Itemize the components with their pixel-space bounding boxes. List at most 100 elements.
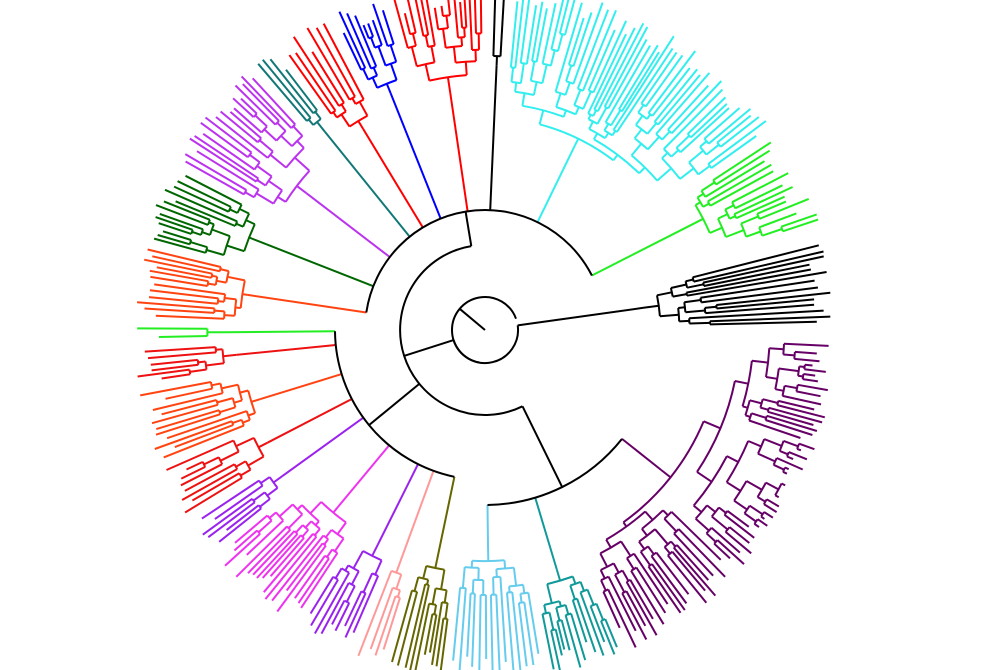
clade-olive-297 <box>439 618 449 670</box>
clade-cyan-786 <box>604 105 609 110</box>
clade-cyan-852 <box>707 163 713 169</box>
clade-teal-small-630 <box>312 109 318 115</box>
clade-red-top-643 <box>340 113 351 128</box>
clade-orchid-609 <box>242 83 280 122</box>
clade-magenta-399 <box>256 529 261 535</box>
clade-orchid-623 <box>296 185 308 194</box>
clade-orchid-572 <box>185 160 245 196</box>
clade-red-left-496 <box>222 353 237 358</box>
clade-orchid-603 <box>240 97 258 115</box>
clade-violet-425 <box>260 476 271 484</box>
clade-red-left-492 <box>144 346 216 353</box>
clade-orange-red-526 <box>216 279 227 284</box>
clade-red-top-695 <box>440 5 444 17</box>
clade-dark-green-560 <box>235 222 244 228</box>
backbone-arc-933 <box>399 245 523 416</box>
clade-black-outgroup-18 <box>700 279 815 299</box>
clade-orchid-580 <box>194 135 259 180</box>
clade-cyan-829 <box>630 143 643 157</box>
clade-orange-red-471 <box>165 387 213 400</box>
clade-dark-purple-95 <box>788 451 808 461</box>
clade-cyan-851 <box>710 135 757 169</box>
root-stub-1 <box>459 308 486 331</box>
stem-915 <box>260 373 342 401</box>
clade-red-top-650 <box>358 101 369 117</box>
clade-dark-green-554 <box>211 228 231 238</box>
clade-teal-235 <box>571 576 577 585</box>
clade-olive-310 <box>431 588 437 605</box>
clade-red-top-702 <box>459 2 464 28</box>
clade-orange-red-507 <box>224 314 235 317</box>
clade-cyan-738 <box>529 61 536 81</box>
clade-cyan-804 <box>593 132 599 140</box>
clade-cyan-778 <box>593 27 636 110</box>
clade-cyan-801 <box>603 129 613 137</box>
clade-red-left-437 <box>247 455 265 467</box>
stem-914 <box>267 398 353 444</box>
clade-olive-311 <box>435 587 447 592</box>
clade-dark-green-545 <box>191 230 202 236</box>
clade-light-blue-289 <box>458 588 467 670</box>
clade-orange-red-502 <box>144 307 215 314</box>
clade-dark-purple-195 <box>629 579 654 620</box>
clade-orange-red-503 <box>137 301 215 310</box>
clade-black-outgroup-13 <box>686 271 827 297</box>
clade-olive-308 <box>414 603 431 670</box>
clade-bright-green-903 <box>693 217 704 225</box>
clade-black-outgroup-38 <box>677 307 681 322</box>
clade-cyan-726 <box>514 0 525 69</box>
clade-cyan-740 <box>550 0 565 50</box>
clade-teal-255 <box>546 575 574 586</box>
clade-bright-green-901 <box>709 226 723 234</box>
clade-magenta-377 <box>263 533 314 593</box>
clade-bright-green-890 <box>740 215 759 225</box>
clade-cyan-821 <box>655 72 711 135</box>
clade-magenta-392 <box>247 529 292 574</box>
clade-dark-purple-111 <box>774 494 780 499</box>
clade-orchid-573 <box>184 153 247 191</box>
clade-magenta-386 <box>293 530 299 535</box>
clade-red-left-440 <box>186 460 204 471</box>
clade-cyan-784 <box>603 26 649 108</box>
clade-black-outgroup-721 <box>492 0 497 57</box>
clade-dark-purple-86 <box>745 414 751 418</box>
clade-red-top-691 <box>430 46 436 63</box>
clade-magenta-405 <box>278 503 294 518</box>
clade-dark-purple-173 <box>654 528 669 545</box>
clade-olive-322 <box>422 565 428 579</box>
clade-dark-purple-90 <box>734 380 749 385</box>
clade-dark-purple-71 <box>777 404 826 419</box>
clade-bright-green-894 <box>780 226 784 232</box>
clade-cyan-828 <box>634 137 649 151</box>
clade-orange-red-465 <box>161 399 217 416</box>
clade-orchid-614 <box>240 75 293 129</box>
clade-teal-222 <box>600 618 606 622</box>
clade-red-top-634 <box>288 54 332 115</box>
clade-dark-purple-122 <box>760 511 765 518</box>
clade-cyan-857 <box>656 167 672 182</box>
clade-dark-green-536 <box>157 234 191 246</box>
clade-bright-green-886 <box>717 213 728 220</box>
clade-orange-red-456 <box>242 418 251 424</box>
stem-925 <box>449 92 469 212</box>
clade-teal-small-629 <box>285 69 318 111</box>
clade-black-outgroup-5 <box>685 278 694 283</box>
clade-blue-672 <box>387 43 395 48</box>
clade-dark-purple-69 <box>751 359 769 364</box>
clade-dark-purple-135 <box>723 514 755 539</box>
clade-magenta-401 <box>234 514 268 544</box>
clade-light-blue-262 <box>520 591 529 595</box>
clade-dark-green-537 <box>162 230 192 241</box>
clade-dark-green-540 <box>204 246 209 254</box>
clade-cyan-761 <box>555 90 566 96</box>
clade-blue-673 <box>389 44 398 63</box>
clade-dark-purple-115 <box>763 503 778 513</box>
clade-red-top-679 <box>403 13 412 35</box>
clade-cyan-766 <box>573 89 582 106</box>
clade-teal-250 <box>541 613 555 670</box>
stem-907 <box>486 504 489 546</box>
clade-orchid-594 <box>215 116 269 159</box>
clade-orchid-601 <box>233 107 263 134</box>
clade-dark-purple-181 <box>639 551 652 566</box>
